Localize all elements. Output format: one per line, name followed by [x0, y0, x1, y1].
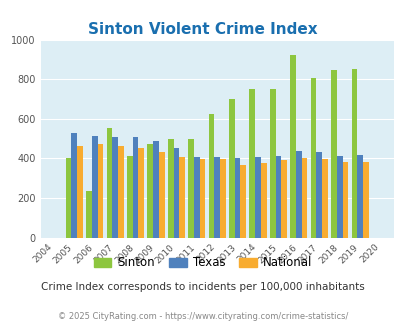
Bar — [220, 159, 225, 238]
Bar — [77, 146, 83, 238]
Bar — [71, 133, 77, 238]
Bar — [342, 162, 347, 238]
Bar — [173, 148, 179, 238]
Bar — [310, 78, 315, 238]
Bar — [330, 70, 336, 238]
Bar — [127, 156, 132, 238]
Bar — [362, 162, 368, 238]
Bar — [260, 163, 266, 238]
Bar — [132, 137, 138, 238]
Bar — [112, 137, 118, 238]
Bar — [275, 156, 281, 238]
Bar — [92, 136, 97, 238]
Text: Crime Index corresponds to incidents per 100,000 inhabitants: Crime Index corresponds to incidents per… — [41, 282, 364, 292]
Bar — [194, 157, 199, 238]
Bar — [199, 159, 205, 238]
Bar — [138, 148, 144, 238]
Bar — [228, 99, 234, 238]
Bar — [295, 151, 301, 238]
Legend: Sinton, Texas, National: Sinton, Texas, National — [89, 252, 316, 274]
Bar — [97, 144, 103, 238]
Bar — [301, 158, 307, 238]
Bar — [147, 144, 153, 238]
Bar — [255, 157, 260, 238]
Text: © 2025 CityRating.com - https://www.cityrating.com/crime-statistics/: © 2025 CityRating.com - https://www.city… — [58, 312, 347, 321]
Bar — [356, 155, 362, 238]
Bar — [321, 159, 327, 238]
Bar — [336, 156, 342, 238]
Bar — [86, 191, 92, 238]
Bar — [269, 89, 275, 238]
Bar — [106, 128, 112, 238]
Bar — [118, 146, 124, 238]
Bar — [153, 141, 158, 238]
Bar — [351, 69, 356, 238]
Bar — [208, 114, 214, 238]
Bar — [179, 157, 185, 238]
Bar — [188, 139, 194, 238]
Bar — [281, 160, 286, 238]
Text: Sinton Violent Crime Index: Sinton Violent Crime Index — [88, 22, 317, 37]
Bar — [158, 152, 164, 238]
Bar — [214, 157, 220, 238]
Bar — [234, 158, 240, 238]
Bar — [167, 139, 173, 238]
Bar — [315, 152, 321, 238]
Bar — [249, 89, 255, 238]
Bar — [290, 55, 295, 238]
Bar — [66, 158, 71, 238]
Bar — [240, 165, 245, 238]
